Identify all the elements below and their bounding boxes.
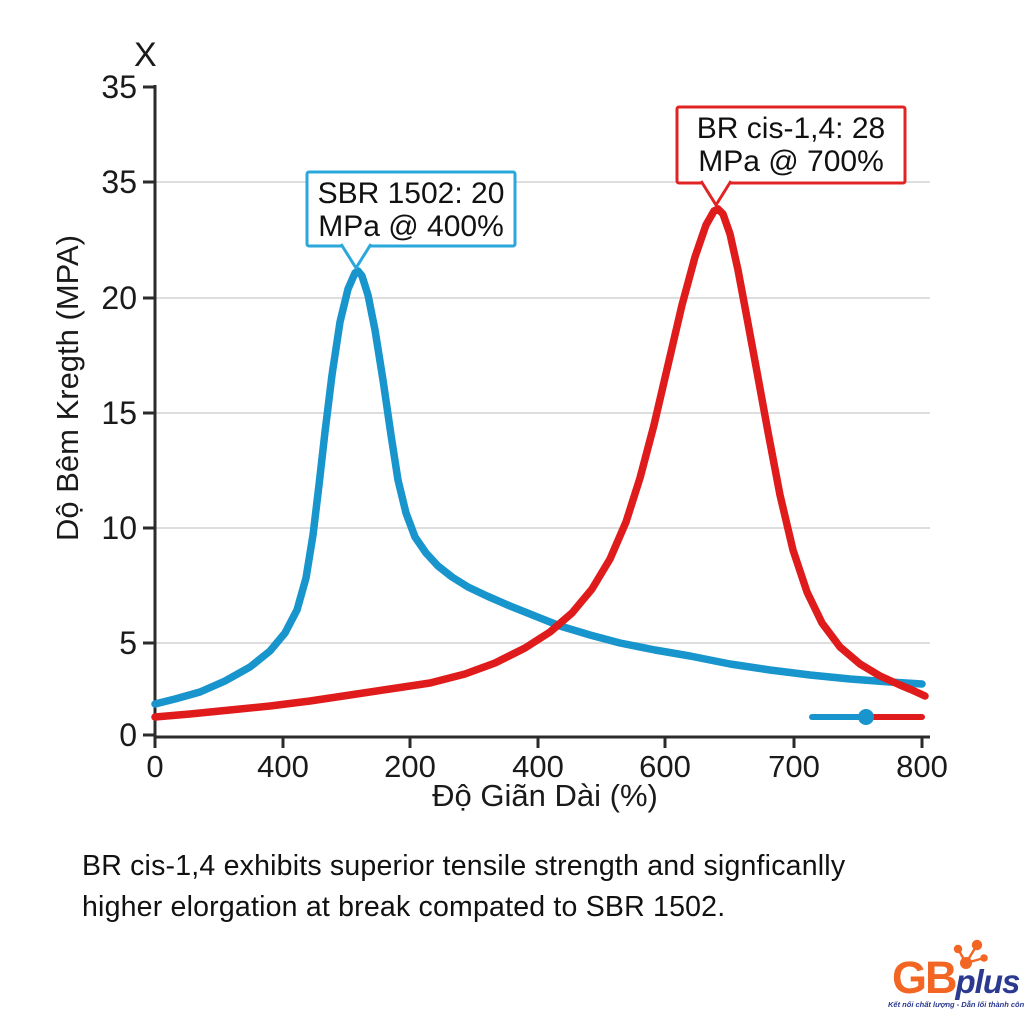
- callout-br-text-line: BR cis-1,4: 28: [697, 112, 885, 145]
- figure-caption: BR cis-1,4 exhibits superior tensile str…: [82, 846, 962, 928]
- chart-svg: X 35 35 20 15 10 5 00 400 200 400 600 700 800 SBR 150…: [50, 36, 948, 813]
- x-tick-label: 400: [257, 749, 309, 784]
- y-tick-label: 20: [101, 280, 137, 316]
- y-tick-label: 15: [101, 395, 137, 431]
- logo-gb-text: GB: [892, 952, 957, 1003]
- x-axis-title: Độ Giãn Dài (%): [432, 778, 658, 813]
- logo-molecule-icon: [953, 939, 988, 969]
- sbr-curve: [151, 267, 926, 708]
- y-tick-label: 35: [101, 69, 137, 105]
- callout-sbr-tail: [339, 243, 373, 270]
- y-axis-title: Dộ Bêm Kregth (MPA): [50, 235, 85, 541]
- y-tick-label: 5: [119, 625, 137, 661]
- br-curve: [151, 205, 929, 721]
- callout-sbr-box: [305, 170, 517, 248]
- callout-sbr-tail-fill: [341, 244, 371, 268]
- callout-br-tail-fill: [701, 181, 731, 205]
- x-tick-label: 0: [146, 749, 163, 784]
- caption-line-1: BR cis-1,4 exhibits superior tensile str…: [82, 850, 846, 882]
- callout-sbr-text-line: MPa @ 400%: [318, 210, 504, 243]
- gbplus-logo: GBplus Kết nối chất lượng - Dẫn lối thàn…: [888, 938, 1024, 1018]
- axis-extra-label: X: [134, 36, 157, 74]
- x-tick-label: 600: [639, 749, 691, 784]
- callout-sbr-text-line: SBR 1502: 20: [318, 177, 505, 210]
- y-tick-label: 35: [101, 164, 137, 200]
- y-tick-label: 0: [119, 717, 137, 753]
- logo-tagline: Kết nối chất lượng - Dẫn lối thành công: [888, 1000, 1024, 1009]
- x-tick-label: 700: [768, 749, 820, 784]
- y-tick-label: 10: [101, 510, 137, 546]
- x-tick-label: 200: [384, 749, 436, 784]
- x-tick-label: 400: [512, 749, 564, 784]
- logo-plus-text: plus: [955, 963, 1021, 1000]
- legend-slider-handle[interactable]: [858, 709, 874, 725]
- callout-br-text-line: MPa @ 700%: [698, 145, 884, 178]
- x-tick-label: 800: [896, 749, 948, 784]
- callout-br-box: [675, 105, 907, 185]
- callout-br-tail: [699, 180, 733, 207]
- caption-line-2: higher elorgation at break compated to S…: [82, 891, 726, 923]
